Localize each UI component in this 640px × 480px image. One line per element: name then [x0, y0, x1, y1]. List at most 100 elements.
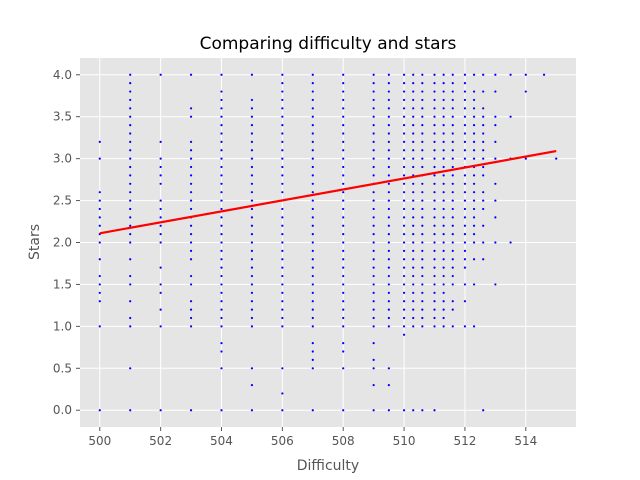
data-point: [402, 174, 406, 177]
data-point: [433, 325, 436, 328]
data-point: [412, 300, 415, 303]
data-point: [220, 216, 223, 219]
data-point: [433, 258, 436, 261]
data-point: [372, 140, 375, 143]
data-point: [220, 241, 223, 244]
data-point: [311, 149, 314, 152]
data-point: [463, 191, 467, 194]
data-point: [342, 233, 345, 236]
data-point: [412, 199, 415, 202]
data-point: [402, 199, 406, 202]
data-point: [189, 165, 193, 169]
data-point: [421, 123, 424, 127]
data-point: [159, 233, 162, 236]
data-point: [412, 149, 415, 152]
data-point: [220, 132, 223, 135]
data-point: [412, 140, 415, 143]
data-point: [542, 73, 546, 76]
data-point: [412, 216, 415, 219]
data-point: [433, 191, 436, 194]
trend-line: [99, 150, 557, 235]
data-point: [220, 107, 223, 110]
data-point: [342, 325, 345, 328]
data-point: [387, 98, 390, 102]
data-point: [387, 115, 390, 118]
data-point: [159, 207, 162, 211]
data-point: [342, 207, 345, 211]
data-point: [372, 199, 375, 202]
data-point: [281, 308, 284, 311]
data-point: [281, 82, 284, 85]
data-point: [463, 82, 467, 85]
data-point: [281, 73, 284, 76]
data-point: [442, 241, 445, 244]
data-point: [189, 274, 193, 278]
data-point: [220, 123, 223, 127]
data-point: [311, 182, 314, 185]
data-point: [387, 308, 390, 311]
data-point: [442, 216, 445, 219]
data-point: [387, 233, 390, 236]
data-point: [342, 258, 345, 261]
data-point: [159, 308, 162, 311]
data-point: [342, 73, 345, 76]
data-point: [451, 132, 454, 135]
data-point: [250, 73, 254, 76]
data-point: [387, 182, 390, 185]
data-point: [451, 325, 454, 328]
data-point: [189, 233, 193, 236]
data-point: [281, 90, 284, 93]
data-point: [342, 191, 345, 194]
data-point: [463, 249, 467, 252]
data-point: [372, 82, 375, 85]
data-point: [421, 283, 424, 286]
data-point: [421, 300, 424, 303]
data-point: [387, 199, 390, 202]
data-point: [421, 274, 424, 278]
data-point: [220, 157, 223, 160]
data-point: [433, 274, 436, 278]
data-point: [372, 224, 375, 227]
data-point: [412, 291, 415, 294]
data-point: [412, 409, 415, 412]
data-point: [387, 165, 390, 169]
data-point: [421, 199, 424, 202]
data-point: [129, 123, 132, 127]
data-point: [281, 409, 284, 412]
data-point: [220, 98, 223, 102]
data-point: [433, 123, 436, 127]
data-point: [372, 98, 375, 102]
data-point: [472, 140, 476, 143]
data-point: [402, 409, 406, 412]
data-point: [494, 123, 497, 127]
data-point: [482, 224, 485, 227]
data-point: [311, 409, 314, 412]
data-point: [421, 82, 424, 85]
data-point: [220, 115, 223, 118]
data-point: [311, 358, 314, 362]
data-point: [472, 224, 476, 227]
data-point: [451, 107, 454, 110]
data-point: [463, 90, 467, 93]
data-point: [342, 350, 345, 353]
data-point: [402, 140, 406, 143]
data-point: [281, 367, 284, 370]
data-point: [451, 308, 454, 311]
data-point: [189, 199, 193, 202]
data-point: [524, 157, 527, 160]
data-point: [311, 123, 314, 127]
data-point: [472, 115, 476, 118]
data-point: [412, 107, 415, 110]
data-point: [402, 300, 406, 303]
data-point: [482, 207, 485, 211]
data-point: [402, 233, 406, 236]
data-point: [220, 409, 223, 412]
data-point: [220, 140, 223, 143]
data-point: [442, 149, 445, 152]
data-point: [494, 90, 497, 93]
data-point: [372, 174, 375, 177]
data-point: [311, 266, 314, 269]
data-point: [433, 249, 436, 252]
data-point: [472, 149, 476, 152]
data-point: [311, 291, 314, 294]
